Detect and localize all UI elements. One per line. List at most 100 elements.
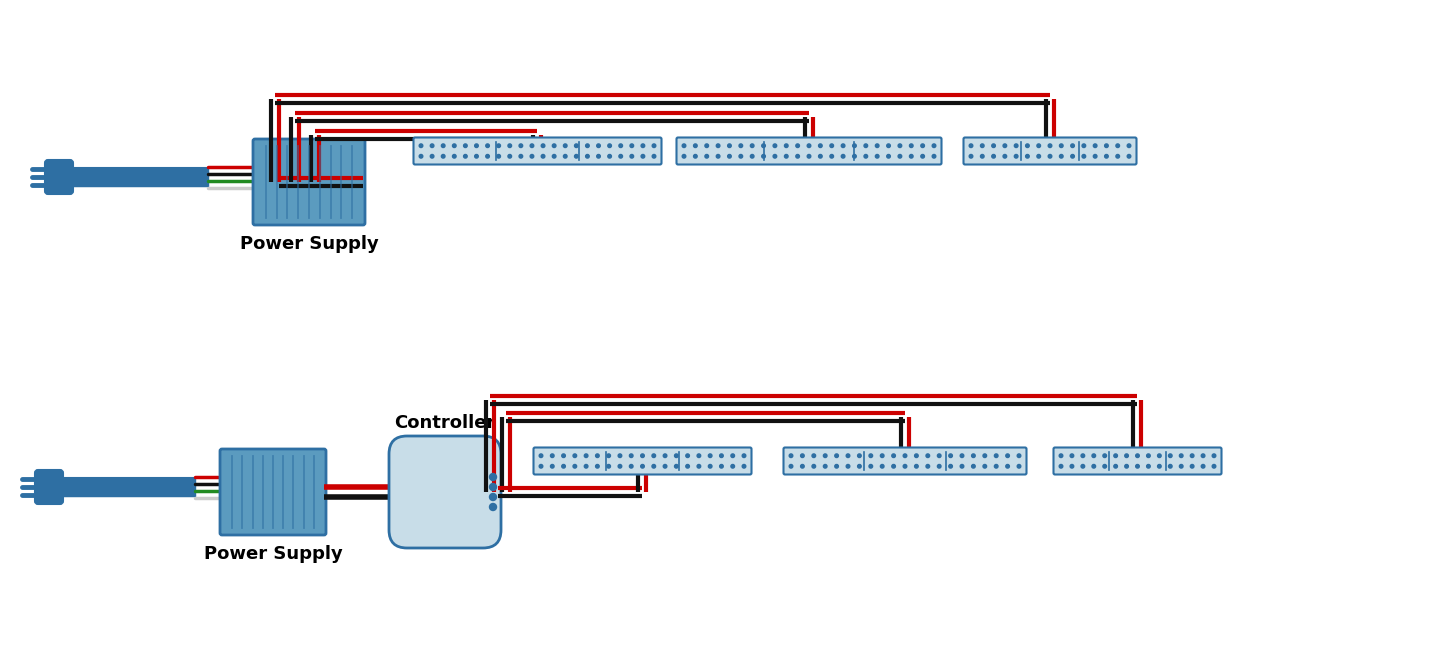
Circle shape — [921, 144, 924, 147]
Circle shape — [949, 464, 953, 468]
Circle shape — [819, 155, 822, 158]
Circle shape — [1026, 144, 1029, 147]
Circle shape — [742, 454, 746, 458]
Circle shape — [640, 464, 645, 468]
Circle shape — [1083, 144, 1085, 147]
Circle shape — [541, 155, 544, 158]
Circle shape — [1093, 144, 1097, 147]
Circle shape — [886, 155, 890, 158]
Circle shape — [1093, 155, 1097, 158]
Circle shape — [607, 464, 611, 468]
Circle shape — [921, 155, 924, 158]
Circle shape — [585, 464, 588, 468]
Circle shape — [704, 144, 709, 147]
Circle shape — [853, 144, 856, 147]
Circle shape — [489, 504, 496, 510]
Circle shape — [1048, 144, 1052, 147]
Circle shape — [876, 155, 879, 158]
FancyBboxPatch shape — [253, 139, 365, 225]
Circle shape — [1180, 454, 1183, 458]
Circle shape — [709, 464, 711, 468]
FancyBboxPatch shape — [35, 470, 63, 504]
Circle shape — [1212, 464, 1216, 468]
Circle shape — [773, 155, 777, 158]
Circle shape — [431, 155, 434, 158]
Circle shape — [880, 454, 885, 458]
Circle shape — [489, 483, 496, 491]
Circle shape — [1168, 454, 1173, 458]
Circle shape — [431, 144, 434, 147]
Circle shape — [453, 144, 455, 147]
Circle shape — [824, 464, 826, 468]
Circle shape — [949, 454, 953, 458]
Circle shape — [742, 464, 746, 468]
Circle shape — [886, 144, 890, 147]
Circle shape — [812, 454, 816, 458]
Circle shape — [751, 144, 754, 147]
Circle shape — [812, 464, 816, 468]
Circle shape — [709, 454, 711, 458]
Circle shape — [652, 464, 656, 468]
Circle shape — [1180, 464, 1183, 468]
Circle shape — [675, 454, 678, 458]
Circle shape — [1202, 464, 1205, 468]
Circle shape — [960, 464, 963, 468]
Circle shape — [720, 454, 723, 458]
Text: Power Supply: Power Supply — [204, 545, 342, 563]
Circle shape — [960, 454, 963, 458]
Circle shape — [751, 155, 754, 158]
Circle shape — [597, 155, 601, 158]
FancyBboxPatch shape — [413, 138, 662, 164]
Circle shape — [1059, 155, 1064, 158]
Circle shape — [519, 144, 522, 147]
Circle shape — [853, 155, 856, 158]
Circle shape — [597, 144, 601, 147]
Circle shape — [892, 454, 895, 458]
Circle shape — [1128, 144, 1131, 147]
Circle shape — [937, 454, 941, 458]
Circle shape — [595, 464, 599, 468]
Circle shape — [685, 454, 690, 458]
Circle shape — [540, 454, 543, 458]
FancyBboxPatch shape — [45, 160, 73, 194]
Circle shape — [904, 454, 906, 458]
Circle shape — [685, 464, 690, 468]
Text: Controller: Controller — [394, 414, 496, 432]
Circle shape — [1005, 454, 1010, 458]
Circle shape — [640, 454, 645, 458]
Circle shape — [716, 155, 720, 158]
Circle shape — [508, 144, 512, 147]
Circle shape — [1168, 464, 1173, 468]
Circle shape — [972, 464, 975, 468]
Circle shape — [453, 155, 455, 158]
Circle shape — [1069, 454, 1074, 458]
Circle shape — [784, 155, 789, 158]
Circle shape — [739, 155, 742, 158]
Circle shape — [474, 144, 479, 147]
Circle shape — [694, 144, 697, 147]
Circle shape — [829, 144, 834, 147]
Circle shape — [1069, 464, 1074, 468]
Circle shape — [519, 155, 522, 158]
Circle shape — [550, 454, 554, 458]
Circle shape — [969, 155, 973, 158]
Circle shape — [972, 454, 975, 458]
Circle shape — [789, 464, 793, 468]
Circle shape — [1037, 144, 1040, 147]
Circle shape — [1081, 454, 1084, 458]
Circle shape — [994, 454, 998, 458]
Circle shape — [553, 155, 556, 158]
Circle shape — [419, 155, 423, 158]
Circle shape — [835, 454, 838, 458]
Circle shape — [441, 144, 445, 147]
Circle shape — [933, 144, 936, 147]
Circle shape — [675, 464, 678, 468]
FancyBboxPatch shape — [783, 447, 1026, 474]
Circle shape — [618, 464, 621, 468]
Circle shape — [1083, 155, 1085, 158]
Circle shape — [857, 464, 861, 468]
Circle shape — [1002, 144, 1007, 147]
Circle shape — [464, 144, 467, 147]
Circle shape — [1115, 454, 1117, 458]
Circle shape — [762, 155, 765, 158]
